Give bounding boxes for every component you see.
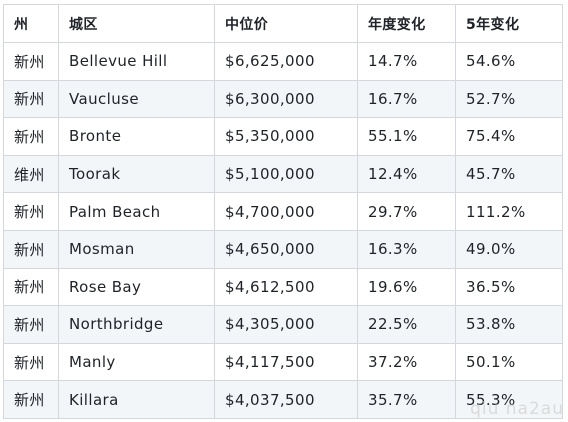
cell-suburb: Bronte: [58, 117, 215, 156]
cell-median-price: $4,612,500: [214, 267, 358, 307]
header-five-year-change: 5年变化: [455, 4, 563, 43]
table-row: 新州 Palm Beach $4,700,000 29.7% 111.2%: [3, 192, 563, 231]
cell-median-price: $4,117,500: [214, 342, 358, 382]
cell-state: 新州: [3, 42, 59, 81]
cell-median-price: $4,037,500: [214, 380, 358, 419]
header-state: 州: [3, 4, 59, 43]
cell-five-year-change: 36.5%: [455, 267, 563, 307]
cell-five-year-change: 50.1%: [455, 342, 563, 382]
cell-suburb: Bellevue Hill: [58, 42, 215, 81]
cell-five-year-change: 49.0%: [455, 229, 563, 269]
table-row: 新州 Killara $4,037,500 35.7% 55.3%: [3, 380, 563, 419]
cell-median-price: $4,650,000: [214, 229, 358, 269]
cell-suburb: Palm Beach: [58, 192, 215, 231]
cell-state: 新州: [3, 192, 59, 231]
watermark-text: qiu na2au: [470, 399, 564, 419]
cell-median-price: $4,305,000: [214, 305, 358, 344]
cell-state: 新州: [3, 305, 59, 344]
cell-five-year-change: 45.7%: [455, 154, 563, 194]
cell-five-year-change: 55.3%: [455, 380, 563, 419]
table-row: 新州 Bellevue Hill $6,625,000 14.7% 54.6%: [3, 42, 563, 81]
table-row: 新州 Bronte $5,350,000 55.1% 75.4%: [3, 117, 563, 156]
cell-five-year-change: 75.4%: [455, 117, 563, 156]
cell-annual-change: 16.7%: [357, 79, 456, 119]
cell-suburb: Manly: [58, 342, 215, 382]
cell-median-price: $5,100,000: [214, 154, 358, 194]
suburb-price-table: 州 城区 中位价 年度变化 5年变化 新州 Bellevue Hill $6,625…: [3, 4, 563, 419]
cell-five-year-change: 53.8%: [455, 305, 563, 344]
cell-annual-change: 19.6%: [357, 267, 456, 307]
cell-suburb: Northbridge: [58, 305, 215, 344]
cell-suburb: Vaucluse: [58, 79, 215, 119]
cell-suburb: Rose Bay: [58, 267, 215, 307]
cell-annual-change: 12.4%: [357, 154, 456, 194]
cell-annual-change: 16.3%: [357, 229, 456, 269]
cell-annual-change: 14.7%: [357, 42, 456, 81]
table-row: 维州 Toorak $5,100,000 12.4% 45.7%: [3, 154, 563, 194]
cell-median-price: $4,700,000: [214, 192, 358, 231]
header-median-price: 中位价: [214, 4, 358, 43]
cell-state: 新州: [3, 267, 59, 307]
table-row: 新州 Vaucluse $6,300,000 16.7% 52.7%: [3, 79, 563, 119]
cell-annual-change: 29.7%: [357, 192, 456, 231]
cell-five-year-change: 52.7%: [455, 79, 563, 119]
cell-suburb: Mosman: [58, 229, 215, 269]
table-row: 新州 Rose Bay $4,612,500 19.6% 36.5%: [3, 267, 563, 307]
header-row: 州 城区 中位价 年度变化 5年变化: [3, 4, 563, 43]
table-body: 新州 Bellevue Hill $6,625,000 14.7% 54.6% 新州 Vau…: [3, 42, 563, 419]
cell-state: 新州: [3, 79, 59, 119]
header-annual-change: 年度变化: [357, 4, 456, 43]
cell-state: 新州: [3, 229, 59, 269]
cell-five-year-change: 54.6%: [455, 42, 563, 81]
cell-suburb: Killara: [58, 380, 215, 419]
table-row: 新州 Manly $4,117,500 37.2% 50.1%: [3, 342, 563, 382]
cell-state: 新州: [3, 117, 59, 156]
cell-state: 新州: [3, 380, 59, 419]
cell-state: 维州: [3, 154, 59, 194]
cell-annual-change: 37.2%: [357, 342, 456, 382]
cell-median-price: $5,350,000: [214, 117, 358, 156]
table-row: 新州 Mosman $4,650,000 16.3% 49.0%: [3, 229, 563, 269]
cell-annual-change: 35.7%: [357, 380, 456, 419]
cell-state: 新州: [3, 342, 59, 382]
header-suburb: 城区: [58, 4, 215, 43]
table-row: 新州 Northbridge $4,305,000 22.5% 53.8%: [3, 305, 563, 344]
cell-suburb: Toorak: [58, 154, 215, 194]
cell-annual-change: 22.5%: [357, 305, 456, 344]
table-header: 州 城区 中位价 年度变化 5年变化: [3, 4, 563, 43]
cell-median-price: $6,625,000: [214, 42, 358, 81]
cell-five-year-change: 111.2%: [455, 192, 563, 231]
cell-median-price: $6,300,000: [214, 79, 358, 119]
cell-annual-change: 55.1%: [357, 117, 456, 156]
